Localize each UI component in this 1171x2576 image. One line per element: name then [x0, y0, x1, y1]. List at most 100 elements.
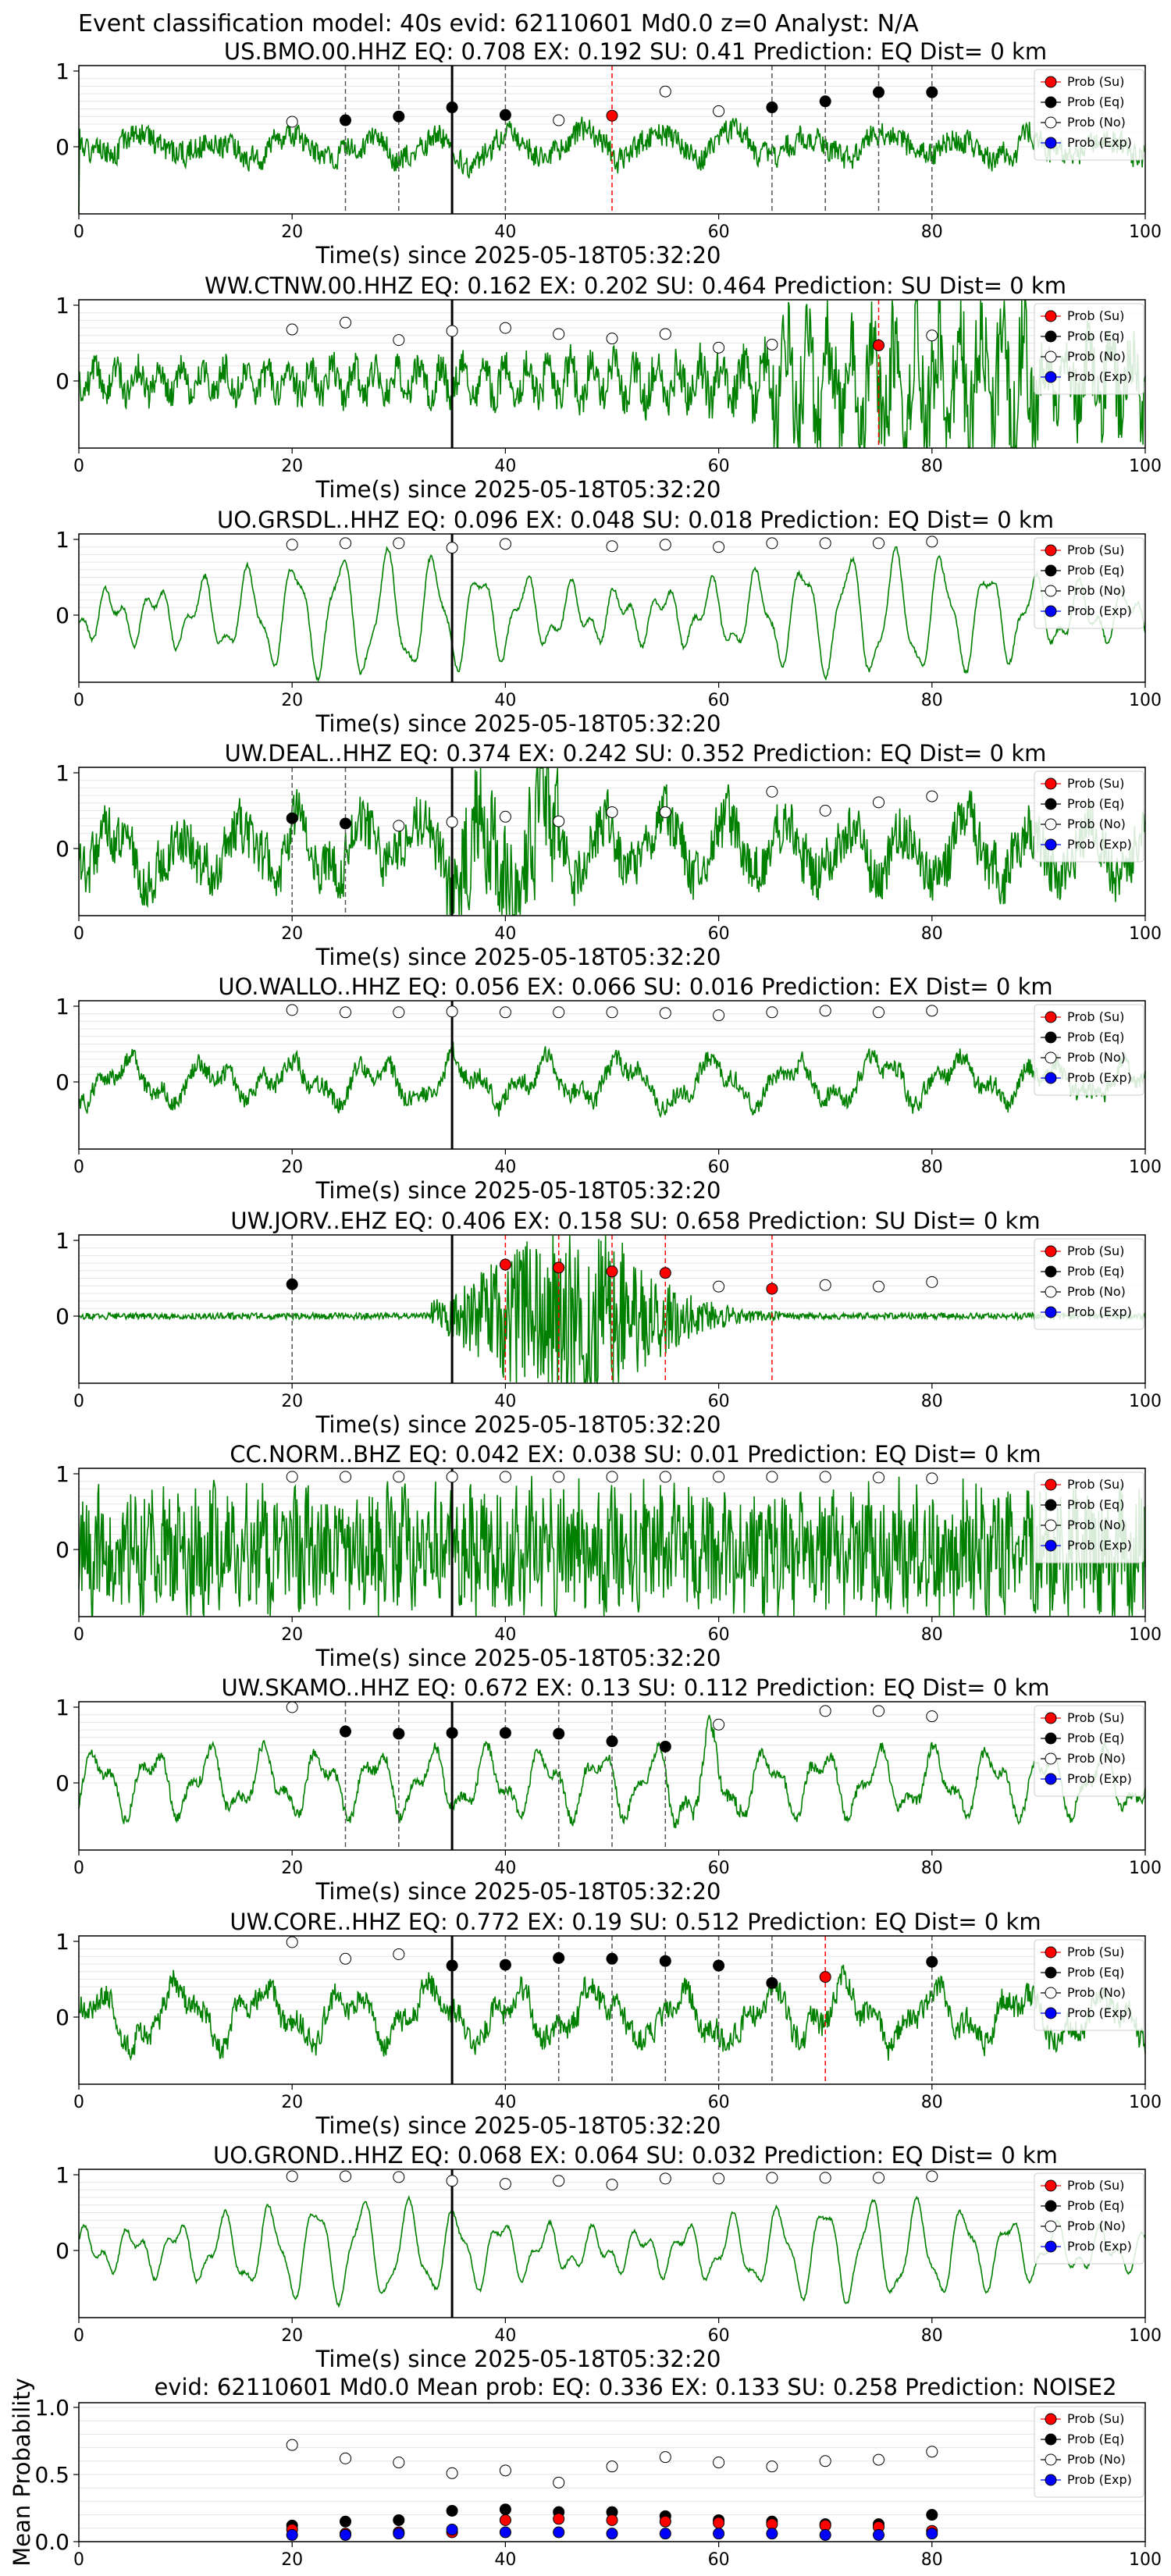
legend-marker [1045, 2007, 1057, 2019]
prob-no-marker [499, 2178, 511, 2190]
legend-marker [1045, 2200, 1057, 2212]
prob-no-marker [713, 1280, 725, 1293]
x-axis-label: Time(s) since 2025-05-18T05:32:20 [315, 1878, 721, 1905]
x-tick-label: 40 [494, 222, 516, 242]
legend-marker [1045, 818, 1057, 831]
legend-label: Prob (Su) [1067, 1009, 1124, 1024]
mean-exp-marker [819, 2528, 831, 2541]
x-tick-label: 0 [73, 222, 84, 242]
x-tick-label: 40 [494, 2093, 516, 2112]
y-tick-label: 0 [55, 603, 69, 628]
prob-no-marker [393, 2171, 405, 2183]
prob-no-marker [766, 338, 778, 350]
prob-eq-marker [446, 1727, 458, 1739]
prob-no-marker [340, 316, 351, 329]
prob-no-marker [340, 537, 351, 550]
legend-box [1034, 537, 1144, 629]
legend-marker [1045, 1712, 1057, 1724]
x-tick-label: 40 [494, 1392, 516, 1411]
x-tick-label: 40 [494, 457, 516, 476]
mean-no-marker [553, 2476, 565, 2489]
legend-marker [1045, 1245, 1057, 1258]
legend-marker [1045, 2453, 1057, 2466]
legend-label: Prob (Exp) [1067, 1771, 1132, 1786]
x-tick-label: 40 [494, 1625, 516, 1645]
legend-marker [1045, 96, 1057, 109]
axes-frame [78, 65, 1146, 215]
prob-su-marker [606, 1265, 618, 1278]
mean-probability-panel: 0 20 40 60 80 100 0.0 0.5 1.0 evid: 62110601 Md0.… [9, 2374, 1162, 2570]
y-tick-label: 1 [55, 1695, 69, 1720]
prob-no-marker [659, 1007, 671, 1019]
prob-no-marker [873, 1705, 884, 1717]
y-tick-label: 0.0 [34, 2529, 69, 2555]
mean-no-marker [340, 2452, 351, 2464]
prob-no-marker [926, 1710, 938, 1723]
x-tick-label: 20 [281, 1392, 303, 1411]
prob-eq-marker [446, 1959, 458, 1972]
x-tick-label: 40 [494, 2550, 516, 2570]
legend: Prob (Su) Prob (Eq) Prob (No) Prob (Exp) [1034, 2406, 1144, 2498]
legend: Prob (Su) Prob (Eq) Prob (No) Prob (Exp) [1034, 1705, 1144, 1797]
panel-title: US.BMO.00.HHZ EQ: 0.708 EX: 0.192 SU: 0.… [224, 38, 1047, 65]
legend-label: Prob (Eq) [1067, 1264, 1124, 1279]
legend-label: Prob (Eq) [1067, 1497, 1124, 1512]
legend-label: Prob (No) [1067, 1284, 1126, 1299]
prob-eq-marker [553, 1952, 565, 1964]
legend-marker [1045, 838, 1057, 851]
waveform [78, 767, 1146, 916]
legend: Prob (Su) Prob (Eq) Prob (No) Prob (Exp) [1034, 69, 1144, 161]
mean-eq-marker [446, 2504, 458, 2517]
legend-label: Prob (No) [1067, 1985, 1126, 2000]
legend-label: Prob (Exp) [1067, 2239, 1132, 2254]
mean-no-marker [766, 2460, 778, 2473]
x-tick-label: 0 [73, 2093, 84, 2112]
mean-exp-marker [340, 2528, 351, 2541]
legend: Prob (Su) Prob (Eq) Prob (No) Prob (Exp) [1034, 303, 1144, 395]
prob-no-marker [606, 1471, 618, 1483]
prob-no-marker [393, 820, 405, 832]
legend-marker [1045, 1987, 1057, 1999]
legend: Prob (Su) Prob (Eq) Prob (No) Prob (Exp) [1034, 1471, 1144, 1564]
prob-eq-marker [766, 101, 778, 114]
prob-no-marker [659, 328, 671, 340]
prob-no-marker [553, 114, 565, 126]
prob-no-marker [446, 1005, 458, 1018]
station-panel-UW.CORE..HHZ: 0 20 40 60 80 100 1 0 UW.CORE..HHZ EQ: 0.772 EX:… [55, 1909, 1162, 2139]
y-tick-label: 1 [55, 994, 69, 1019]
prob-no-marker [766, 1471, 778, 1483]
x-tick-label: 100 [1129, 1392, 1162, 1411]
prob-no-marker [340, 1471, 351, 1483]
legend-marker [1045, 2240, 1057, 2253]
legend-label: Prob (Exp) [1067, 837, 1132, 852]
prob-eq-marker [659, 1955, 671, 1967]
panel-title: UO.GROND..HHZ EQ: 0.068 EX: 0.064 SU: 0.… [213, 2142, 1058, 2169]
legend-label: Prob (No) [1067, 2218, 1126, 2233]
legend-box [1034, 1939, 1144, 2031]
legend-label: Prob (No) [1067, 817, 1126, 831]
legend-marker [1045, 1286, 1057, 1298]
prob-no-marker [446, 816, 458, 828]
prob-no-marker [446, 2175, 458, 2187]
legend-label: Prob (Eq) [1067, 1965, 1124, 1980]
legend-label: Prob (No) [1067, 1050, 1126, 1065]
prob-eq-marker [659, 1740, 671, 1752]
prob-su-marker [819, 1971, 831, 1984]
station-panel-UO.WALLO..HHZ: 0 20 40 60 80 100 1 0 UO.WALLO..HHZ EQ: 0.056 EX… [55, 973, 1162, 1204]
mean-exp-marker [446, 2524, 458, 2536]
y-tick-label: 1 [55, 59, 69, 84]
legend-marker [1045, 1499, 1057, 1511]
prob-no-marker [926, 329, 938, 342]
station-panel-UW.JORV..EHZ: 0 20 40 60 80 100 1 0 UW.JORV..EHZ EQ: 0.406 EX:… [55, 1208, 1162, 1438]
x-axis-label: Time(s) since 2025-05-18T05:32:20 [315, 1177, 721, 1204]
prob-no-marker [606, 806, 618, 818]
x-tick-label: 100 [1129, 2550, 1162, 2570]
mean-exp-marker [713, 2528, 725, 2540]
x-tick-label: 60 [708, 457, 730, 476]
mean-no-marker [393, 2457, 405, 2469]
legend-marker [1045, 330, 1057, 343]
prob-eq-marker [446, 101, 458, 114]
prob-eq-marker [766, 1976, 778, 1989]
legend-marker [1045, 1966, 1057, 1979]
prob-eq-marker [499, 1727, 511, 1739]
